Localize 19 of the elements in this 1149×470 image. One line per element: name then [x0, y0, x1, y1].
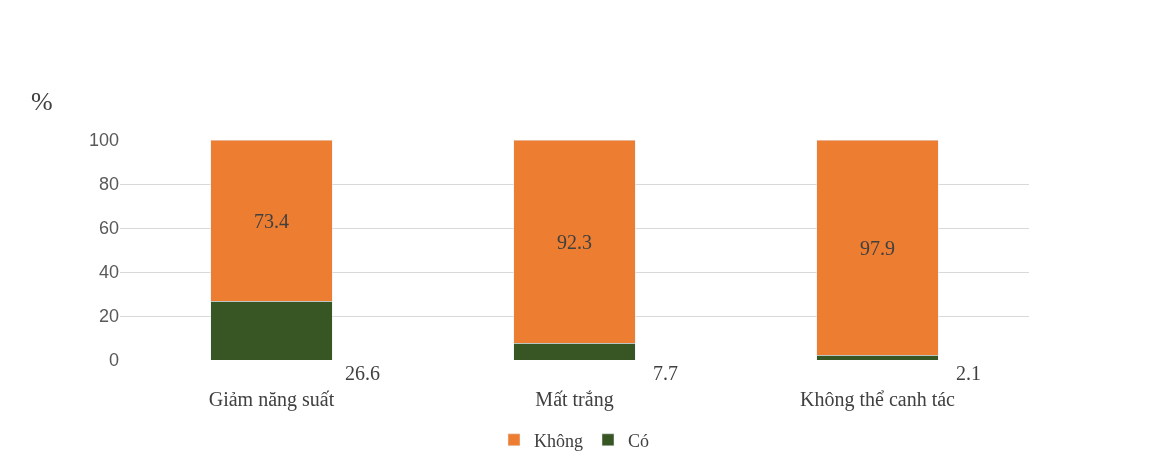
- data-label: 26.6: [345, 362, 380, 384]
- data-label: 7.7: [653, 362, 678, 384]
- y-tick-label: 60: [98, 218, 119, 239]
- y-axis-title: %: [31, 87, 53, 116]
- x-tick-label: Giảm năng suất: [208, 388, 335, 411]
- y-tick-label: 100: [88, 130, 119, 151]
- y-tick-label: 20: [98, 306, 119, 327]
- data-label: 92.3: [557, 230, 592, 253]
- legend-label: Có: [628, 430, 650, 451]
- y-tick-label: 80: [98, 174, 119, 195]
- y-tick-label: 0: [108, 350, 119, 371]
- data-label: 97.9: [860, 236, 895, 259]
- legend-label: Không: [534, 430, 583, 451]
- x-tick-label: Không thể canh tác: [800, 388, 956, 411]
- data-label: 73.4: [254, 209, 289, 232]
- y-tick-label: 40: [98, 262, 119, 283]
- bar: [816, 140, 939, 356]
- data-label: 2.1: [956, 362, 981, 384]
- x-tick-label: Mất trắng: [535, 388, 614, 411]
